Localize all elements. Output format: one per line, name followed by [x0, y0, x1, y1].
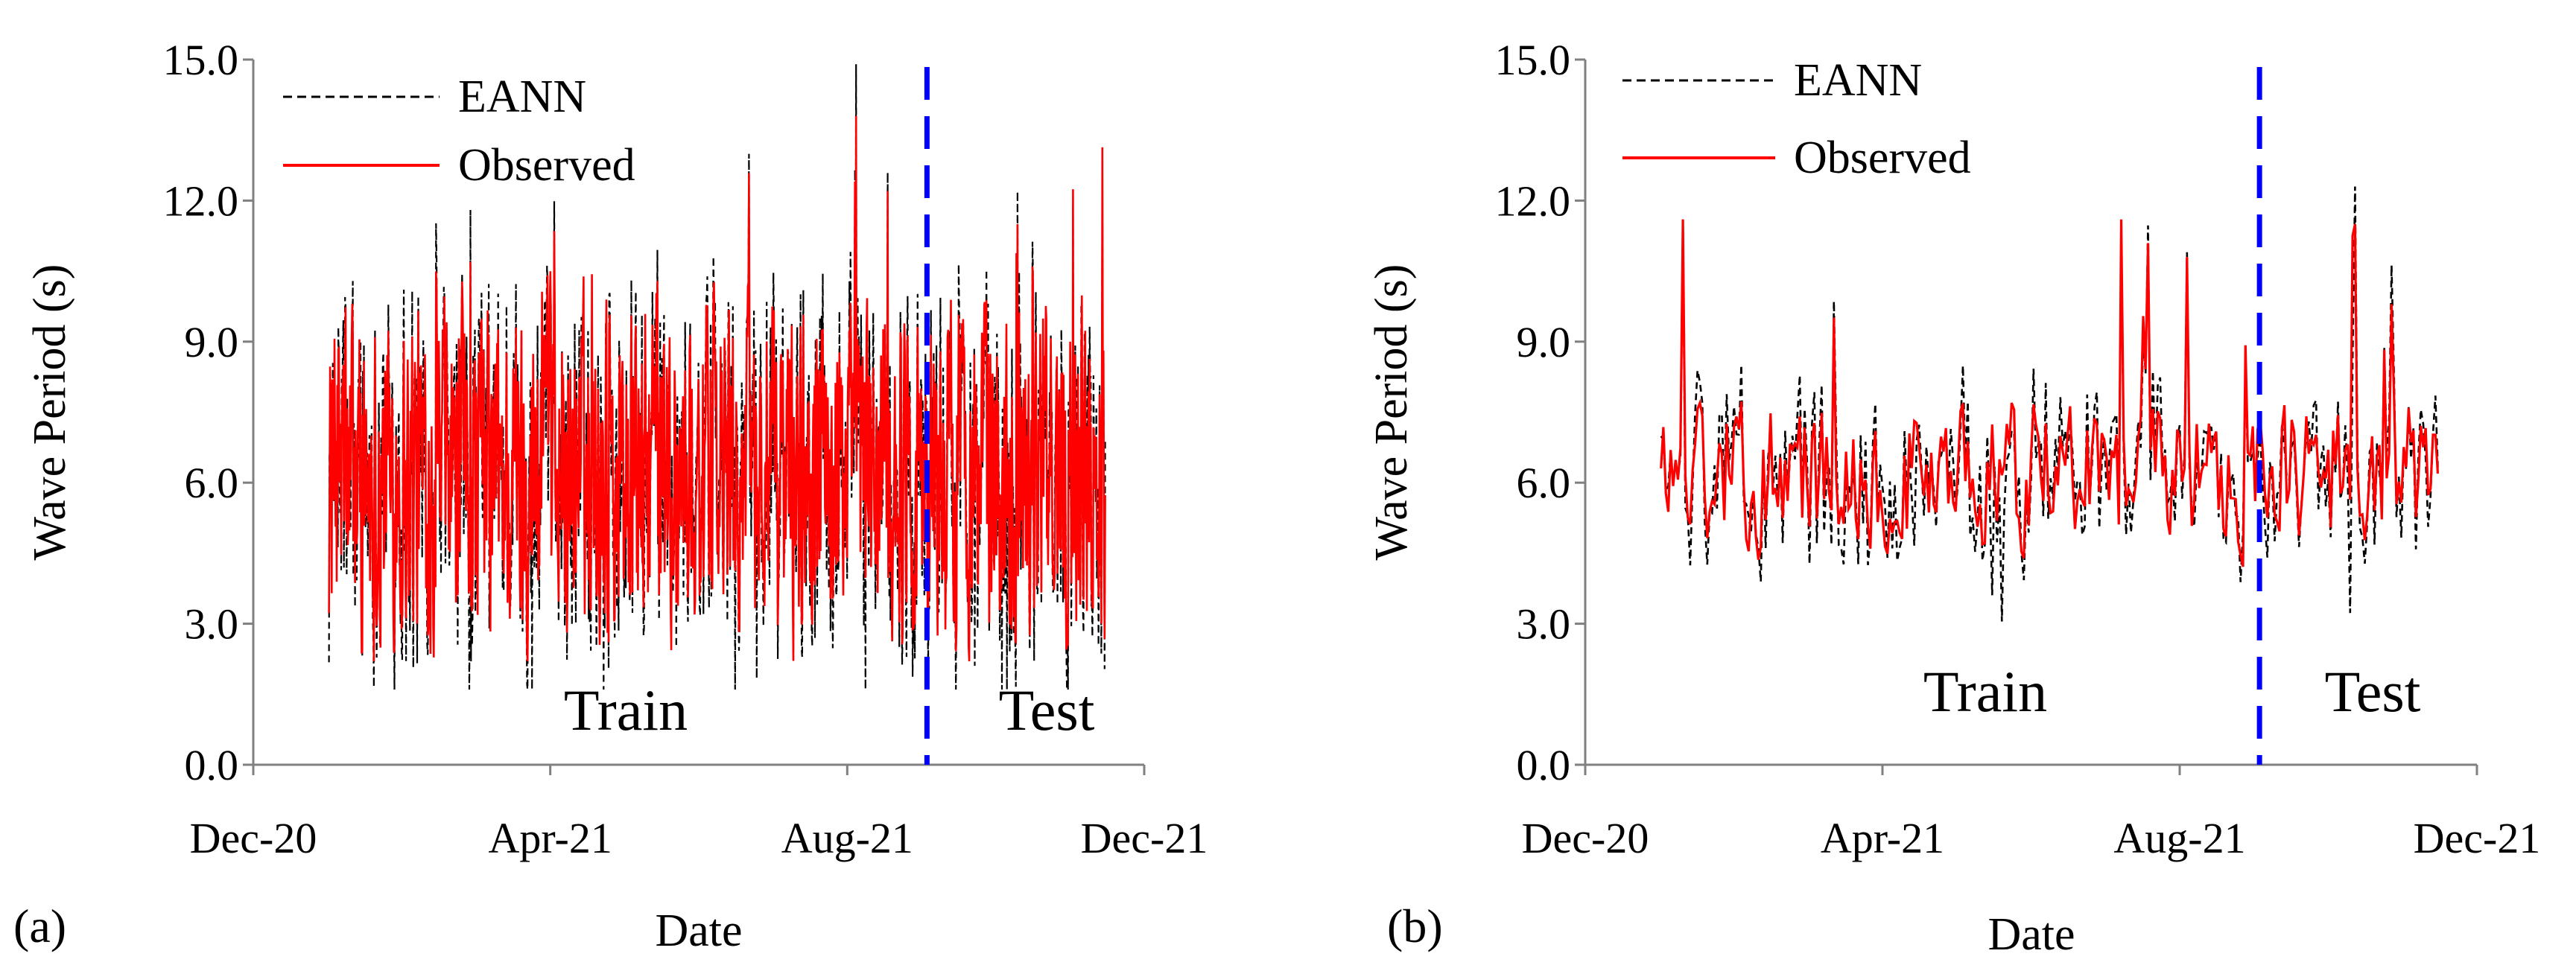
y-tick-label: 12.0	[163, 176, 239, 225]
legend-eann-label: EANN	[458, 71, 586, 122]
x-tick-label: Aug-21	[2113, 814, 2245, 862]
chart-a: 0.0 3.0 6.0 9.0 12.0 15.0 Dec-20 Apr-21 Aug-21 De…	[13, 36, 1208, 956]
y-tick-label: 12.0	[1495, 176, 1571, 225]
y-tick-label: 0.0	[185, 741, 239, 789]
y-tick-label: 3.0	[1517, 600, 1571, 649]
y-axis-title: Wave Period (s)	[25, 264, 75, 561]
y-tick-label: 15.0	[163, 36, 239, 84]
train-label: Train	[1923, 659, 2047, 724]
y-axis-title: Wave Period (s)	[1366, 264, 1417, 561]
x-tick-label: Apr-21	[1821, 814, 1944, 862]
series-observed-line	[1660, 219, 2440, 567]
train-label: Train	[564, 678, 688, 742]
chart-b: 0.0 3.0 6.0 9.0 12.0 15.0 Dec-20 Apr-21 Aug-21 De…	[1366, 36, 2540, 960]
legend-eann-label: EANN	[1794, 55, 1922, 106]
x-tick-label: Dec-21	[1081, 814, 1208, 862]
x-tick-label: Dec-21	[2414, 814, 2541, 862]
y-tick-label: 6.0	[185, 459, 239, 507]
series-observed-line	[328, 115, 1106, 662]
y-tick-label: 3.0	[185, 600, 239, 649]
x-tick-label: Aug-21	[781, 814, 913, 862]
legend-observed-label: Observed	[458, 140, 635, 191]
series-eann-line	[1660, 186, 2439, 622]
test-label: Test	[2325, 659, 2421, 724]
legend-observed-label: Observed	[1794, 133, 1971, 183]
y-tick-label: 9.0	[1517, 318, 1571, 366]
x-tick-label: Dec-20	[1522, 814, 1649, 862]
y-tick-label: 6.0	[1517, 459, 1571, 507]
y-tick-label: 0.0	[1517, 741, 1571, 789]
y-tick-label: 9.0	[185, 318, 239, 366]
panel-label: (a)	[13, 900, 66, 952]
x-tick-label: Dec-20	[190, 814, 317, 862]
x-tick-label: Apr-21	[488, 814, 612, 862]
panel-label: (b)	[1387, 900, 1443, 952]
y-tick-label: 15.0	[1495, 36, 1571, 84]
test-label: Test	[999, 678, 1095, 742]
x-axis-title: Date	[1987, 909, 2075, 960]
x-axis-title: Date	[655, 905, 742, 956]
